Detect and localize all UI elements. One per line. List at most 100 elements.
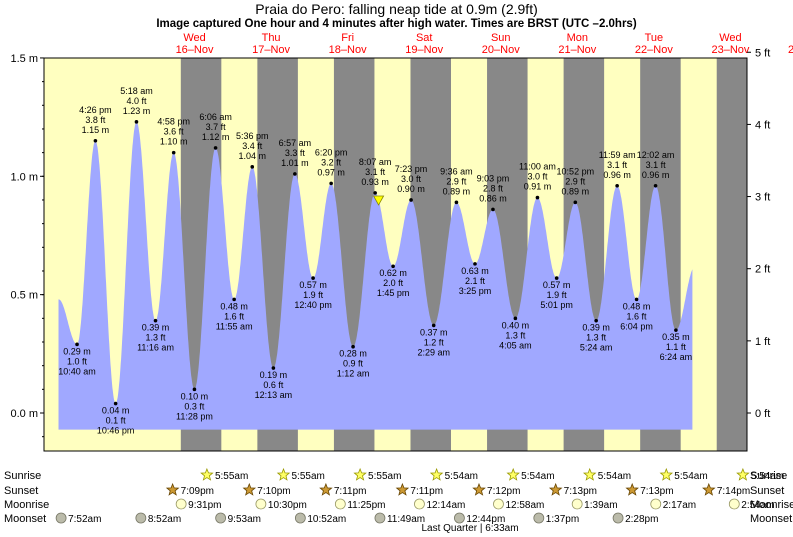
tide-label: 0.96 m [642, 170, 670, 180]
sunrise-time: 5:54am [674, 471, 707, 482]
day-name: Tue [645, 32, 664, 44]
sunrise-icon [353, 467, 367, 481]
tide-point [409, 198, 413, 202]
low-tide-marker: 0.39 m1.3 ft5:24 am [580, 318, 612, 353]
sunrise-time: 5:54am [598, 471, 631, 482]
moonrise-icon [650, 498, 662, 510]
day-date: 16–Nov [176, 44, 214, 56]
tide-label: 3.6 ft [164, 127, 185, 137]
tide-label: 1.6 ft [627, 311, 648, 321]
tide-label: 2.8 ft [483, 183, 504, 193]
day-date: 22–Nov [635, 44, 673, 56]
sunset-icon [472, 482, 486, 496]
tide-label: 1.3 ft [505, 330, 526, 340]
tide-point [634, 297, 639, 302]
row-label-left: Moonset [4, 513, 46, 525]
tide-label: 1.10 m [160, 137, 188, 147]
tide-label: 0.57 m [299, 280, 327, 290]
day-date: 24–Nov [788, 44, 793, 56]
low-tide-marker: 0.37 m1.2 ft2:29 am [417, 323, 450, 357]
tide-label: 12:13 am [255, 390, 293, 400]
sunset-icon [625, 482, 639, 496]
row-label-right: Sunset [750, 485, 784, 497]
tide-label: 1.12 m [202, 132, 230, 142]
tide-point [373, 191, 377, 195]
moonrise-time: 2:54am [741, 500, 774, 511]
row-label-left: Sunset [4, 485, 38, 497]
sunset-icon [702, 482, 716, 496]
tide-label: 3.1 ft [646, 160, 667, 170]
day-name: Wed [719, 32, 741, 44]
tide-label: 0.35 m [662, 332, 690, 342]
tide-label: 2.0 ft [383, 278, 404, 288]
day-name: Fri [341, 32, 354, 44]
tide-label: 0.10 m [181, 391, 209, 401]
day-date: 19–Nov [405, 44, 443, 56]
high-tide-marker: 6:20 pm3.2 ft0.97 m [315, 147, 348, 186]
right-tick-label: 5 ft [755, 47, 770, 59]
row-label-right: Sunrise [750, 470, 787, 482]
tide-point [615, 183, 619, 188]
tide-label: 0.62 m [379, 268, 407, 278]
tide-point [535, 195, 540, 200]
tide-label: 6:20 pm [315, 147, 348, 157]
tide-label: 0.89 m [443, 186, 471, 196]
tide-point [113, 401, 118, 406]
sunset-time: 7:13pm [640, 486, 673, 497]
tide-label: 3.0 ft [527, 172, 548, 182]
tide-label: 1.3 ft [146, 333, 167, 343]
sunrise-icon [200, 467, 214, 481]
high-tide-marker: 8:07 am3.1 ft0.93 m [359, 157, 391, 195]
low-tide-marker: 0.57 m1.9 ft5:01 pm [540, 276, 573, 310]
tide-label: 7:23 pm [395, 164, 428, 174]
high-tide-marker: 6:57 am3.3 ft1.01 m [279, 138, 311, 176]
night-band [716, 58, 747, 451]
tide-label: 0.40 m [502, 320, 530, 330]
day-name: Sun [491, 32, 511, 44]
tide-label: 5:18 am [120, 86, 153, 96]
sunset-time: 7:11pm [410, 486, 443, 497]
moonrise-time: 9:31pm [188, 500, 221, 511]
high-tide-marker: 6:06 am3.7 ft1.12 m [199, 112, 232, 150]
tide-label: 11:55 am [216, 321, 253, 331]
row-label-right: Moonrise [750, 499, 793, 511]
high-tide-marker: 4:58 pm3.6 ft1.10 m [157, 117, 190, 155]
day-date: 23–Nov [711, 44, 749, 56]
tide-label: 10:52 pm [557, 166, 595, 176]
tide-label: 12:02 am [637, 150, 675, 160]
axes: 0.0 m 0.5 m 1.0 m 1.5 m 0 ft 1 ft 2 ft 3 ft 4 ft… [10, 47, 770, 452]
tide-point [391, 264, 395, 269]
high-tide-marker: 9:03 pm2.8 ft0.86 m [477, 173, 510, 212]
sunrise-time: 5:55am [292, 471, 325, 482]
right-tick-label: 3 ft [755, 192, 770, 204]
tide-label: 10:40 am [58, 366, 96, 376]
moonset-icon [135, 512, 147, 524]
sunrise-time: 5:54am [445, 471, 478, 482]
moonrise-icon [175, 498, 187, 510]
tide-label: 4:58 pm [157, 117, 190, 127]
day-headers: Wed16–NovThu17–NovFri18–NovSat19–NovSun2… [176, 32, 793, 56]
right-tick-label: 1 ft [755, 336, 770, 348]
high-tide-marker: 9:36 am2.9 ft0.89 m [440, 166, 473, 205]
tide-point [454, 200, 459, 205]
row-label-left: Sunrise [4, 470, 41, 482]
tide-point [431, 323, 436, 328]
day-name: Sat [416, 32, 433, 44]
high-tide-marker: 10:52 pm2.9 ft0.89 m [557, 166, 595, 205]
tide-point [573, 200, 578, 205]
day-name: Mon [567, 32, 588, 44]
tide-label: 9:03 pm [477, 173, 510, 183]
tide-label: 0.3 ft [184, 401, 205, 411]
tide-label: 0.97 m [317, 167, 345, 177]
tide-label: 0.04 m [102, 406, 130, 416]
sunrise-icon [582, 467, 597, 481]
moonset-icon [454, 512, 465, 524]
